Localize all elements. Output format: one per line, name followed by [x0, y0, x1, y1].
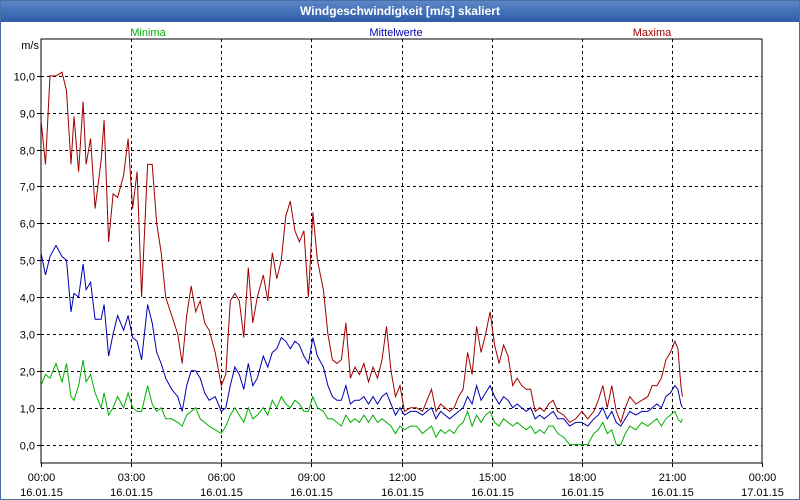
plot-frame — [40, 38, 763, 464]
x-tick-time-label: 09:00 — [298, 472, 326, 484]
legend-mittelwerte: Mittelwerte — [369, 27, 422, 39]
x-tick-time-label: 15:00 — [479, 472, 507, 484]
x-tick-date-label: 16.01.15 — [561, 487, 604, 499]
x-tick-date-label: 16.01.15 — [290, 487, 333, 499]
x-tick-time-label: 03:00 — [118, 472, 146, 484]
x-tick-time-label: 00:00 — [749, 472, 777, 484]
y-tick-label: 2,0 — [20, 367, 35, 379]
x-tick-date-label: 16.01.15 — [20, 487, 63, 499]
x-tick-date-label: 16.01.15 — [200, 487, 243, 499]
series-line-maxima — [40, 71, 683, 424]
y-tick-label: 4,0 — [20, 293, 35, 305]
x-tick-date-label: 16.01.15 — [651, 487, 694, 499]
legend-maxima: Maxima — [633, 27, 672, 39]
y-tick-label: 0,0 — [20, 441, 35, 453]
x-tick-time-label: 00:00 — [28, 472, 56, 484]
y-tick-label: 5,0 — [20, 256, 35, 268]
series-line-minima — [40, 359, 683, 446]
y-axis-label: m/s — [21, 40, 39, 52]
y-tick-label: 3,0 — [20, 330, 35, 342]
series-line-mittelwerte — [40, 244, 683, 427]
x-tick-date-label: 17.01.15 — [741, 487, 784, 499]
y-tick-label: 6,0 — [20, 219, 35, 231]
x-tick-date-label: 16.01.15 — [110, 487, 153, 499]
x-tick-date-label: 16.01.15 — [471, 487, 514, 499]
x-tick-time-label: 21:00 — [659, 472, 687, 484]
y-tick-label: 10,0 — [14, 72, 35, 84]
y-tick-label: 1,0 — [20, 404, 35, 416]
y-tick-label: 9,0 — [20, 109, 35, 121]
x-tick-time-label: 18:00 — [569, 472, 597, 484]
window-title: Windgeschwindigkeit [m/s] skaliert — [1, 1, 799, 22]
x-tick-time-label: 12:00 — [389, 472, 417, 484]
x-tick-date-label: 16.01.15 — [381, 487, 424, 499]
x-tick-time-label: 06:00 — [208, 472, 236, 484]
wind-speed-chart: 0,0 1,0 2,0 3,0 4,0 5,0 6,0 7,0 8,0 9,0 10,0 00:00 1… — [14, 27, 784, 499]
y-tick-label: 8,0 — [20, 146, 35, 158]
legend-minima: Minima — [130, 27, 166, 39]
y-tick-label: 7,0 — [20, 182, 35, 194]
